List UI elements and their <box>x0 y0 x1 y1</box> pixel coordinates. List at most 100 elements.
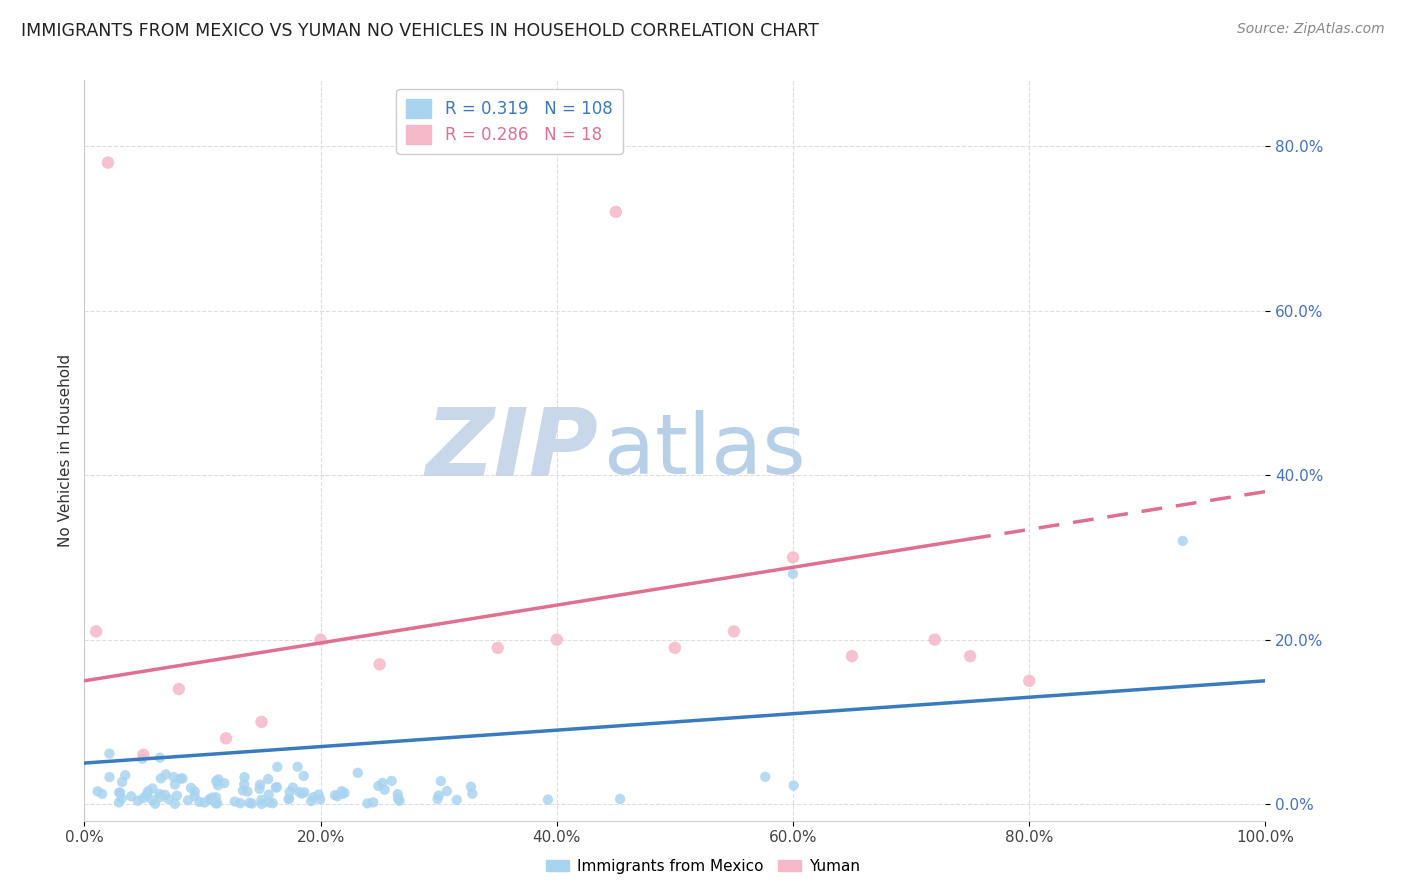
Point <box>436 784 458 798</box>
Point <box>723 624 745 639</box>
Point <box>546 632 568 647</box>
Point <box>200 792 222 806</box>
Point <box>131 752 153 766</box>
Point <box>132 747 155 762</box>
Point <box>212 776 235 790</box>
Point <box>326 789 349 804</box>
Point <box>278 791 301 805</box>
Point <box>332 787 354 801</box>
Point <box>205 790 228 805</box>
Point <box>114 768 136 782</box>
Point <box>207 778 229 792</box>
Point <box>108 786 131 800</box>
Point <box>188 795 211 809</box>
Point <box>291 787 314 801</box>
Point <box>754 770 776 784</box>
Point <box>149 772 172 786</box>
Point <box>381 773 404 788</box>
Point <box>180 780 202 795</box>
Point <box>924 632 946 647</box>
Point <box>266 760 288 774</box>
Point <box>198 792 221 806</box>
Point <box>609 792 631 806</box>
Point <box>250 797 273 811</box>
Point <box>132 791 155 805</box>
Point <box>229 797 252 811</box>
Point <box>207 772 229 787</box>
Point <box>278 785 301 799</box>
Point <box>236 784 259 798</box>
Point <box>302 790 325 805</box>
Point <box>387 792 409 806</box>
Point <box>262 796 284 810</box>
Legend: R = 0.319   N = 108, R = 0.286   N = 18: R = 0.319 N = 108, R = 0.286 N = 18 <box>396 88 623 153</box>
Point <box>153 788 176 802</box>
Point <box>537 792 560 806</box>
Point <box>167 681 190 696</box>
Point <box>136 784 159 798</box>
Point <box>193 796 215 810</box>
Point <box>233 777 256 791</box>
Point <box>143 797 166 811</box>
Point <box>346 765 368 780</box>
Point <box>163 777 186 791</box>
Point <box>155 767 177 781</box>
Point <box>163 797 186 811</box>
Legend: Immigrants from Mexico, Yuman: Immigrants from Mexico, Yuman <box>540 853 866 880</box>
Text: atlas: atlas <box>605 410 806 491</box>
Point <box>356 797 378 811</box>
Point <box>486 640 509 655</box>
Point <box>257 796 280 810</box>
Point <box>249 781 271 796</box>
Point <box>388 794 411 808</box>
Point <box>309 632 332 647</box>
Point <box>299 794 322 808</box>
Point <box>108 796 131 810</box>
Point <box>292 785 315 799</box>
Point <box>238 796 260 810</box>
Point <box>201 790 224 805</box>
Text: IMMIGRANTS FROM MEXICO VS YUMAN NO VEHICLES IN HOUSEHOLD CORRELATION CHART: IMMIGRANTS FROM MEXICO VS YUMAN NO VEHIC… <box>21 22 818 40</box>
Point <box>169 772 191 786</box>
Point <box>166 789 188 803</box>
Point <box>183 789 205 803</box>
Point <box>264 780 287 795</box>
Point <box>91 787 114 801</box>
Point <box>1018 673 1040 688</box>
Point <box>163 770 186 784</box>
Point <box>371 776 394 790</box>
Point <box>446 793 468 807</box>
Point <box>361 796 384 810</box>
Point <box>841 649 863 664</box>
Point <box>111 791 134 805</box>
Point <box>205 797 228 811</box>
Point <box>277 792 299 806</box>
Point <box>333 786 356 800</box>
Point <box>97 155 120 169</box>
Point <box>141 793 163 807</box>
Point <box>1171 533 1194 548</box>
Point <box>250 714 273 729</box>
Point <box>664 640 686 655</box>
Point <box>98 747 121 761</box>
Point <box>149 790 172 805</box>
Point <box>959 649 981 664</box>
Point <box>257 788 280 802</box>
Point <box>172 772 194 786</box>
Point <box>782 779 804 793</box>
Point <box>111 775 134 789</box>
Point <box>157 792 180 806</box>
Point <box>323 788 346 802</box>
Point <box>249 778 271 792</box>
Point <box>367 779 389 793</box>
Point <box>330 784 353 798</box>
Point <box>233 770 256 784</box>
Point <box>232 783 254 797</box>
Point <box>387 787 409 801</box>
Y-axis label: No Vehicles in Household: No Vehicles in Household <box>58 354 73 547</box>
Point <box>108 786 131 800</box>
Text: Source: ZipAtlas.com: Source: ZipAtlas.com <box>1237 22 1385 37</box>
Point <box>605 205 627 219</box>
Text: ZIP: ZIP <box>425 404 598 497</box>
Point <box>287 760 309 774</box>
